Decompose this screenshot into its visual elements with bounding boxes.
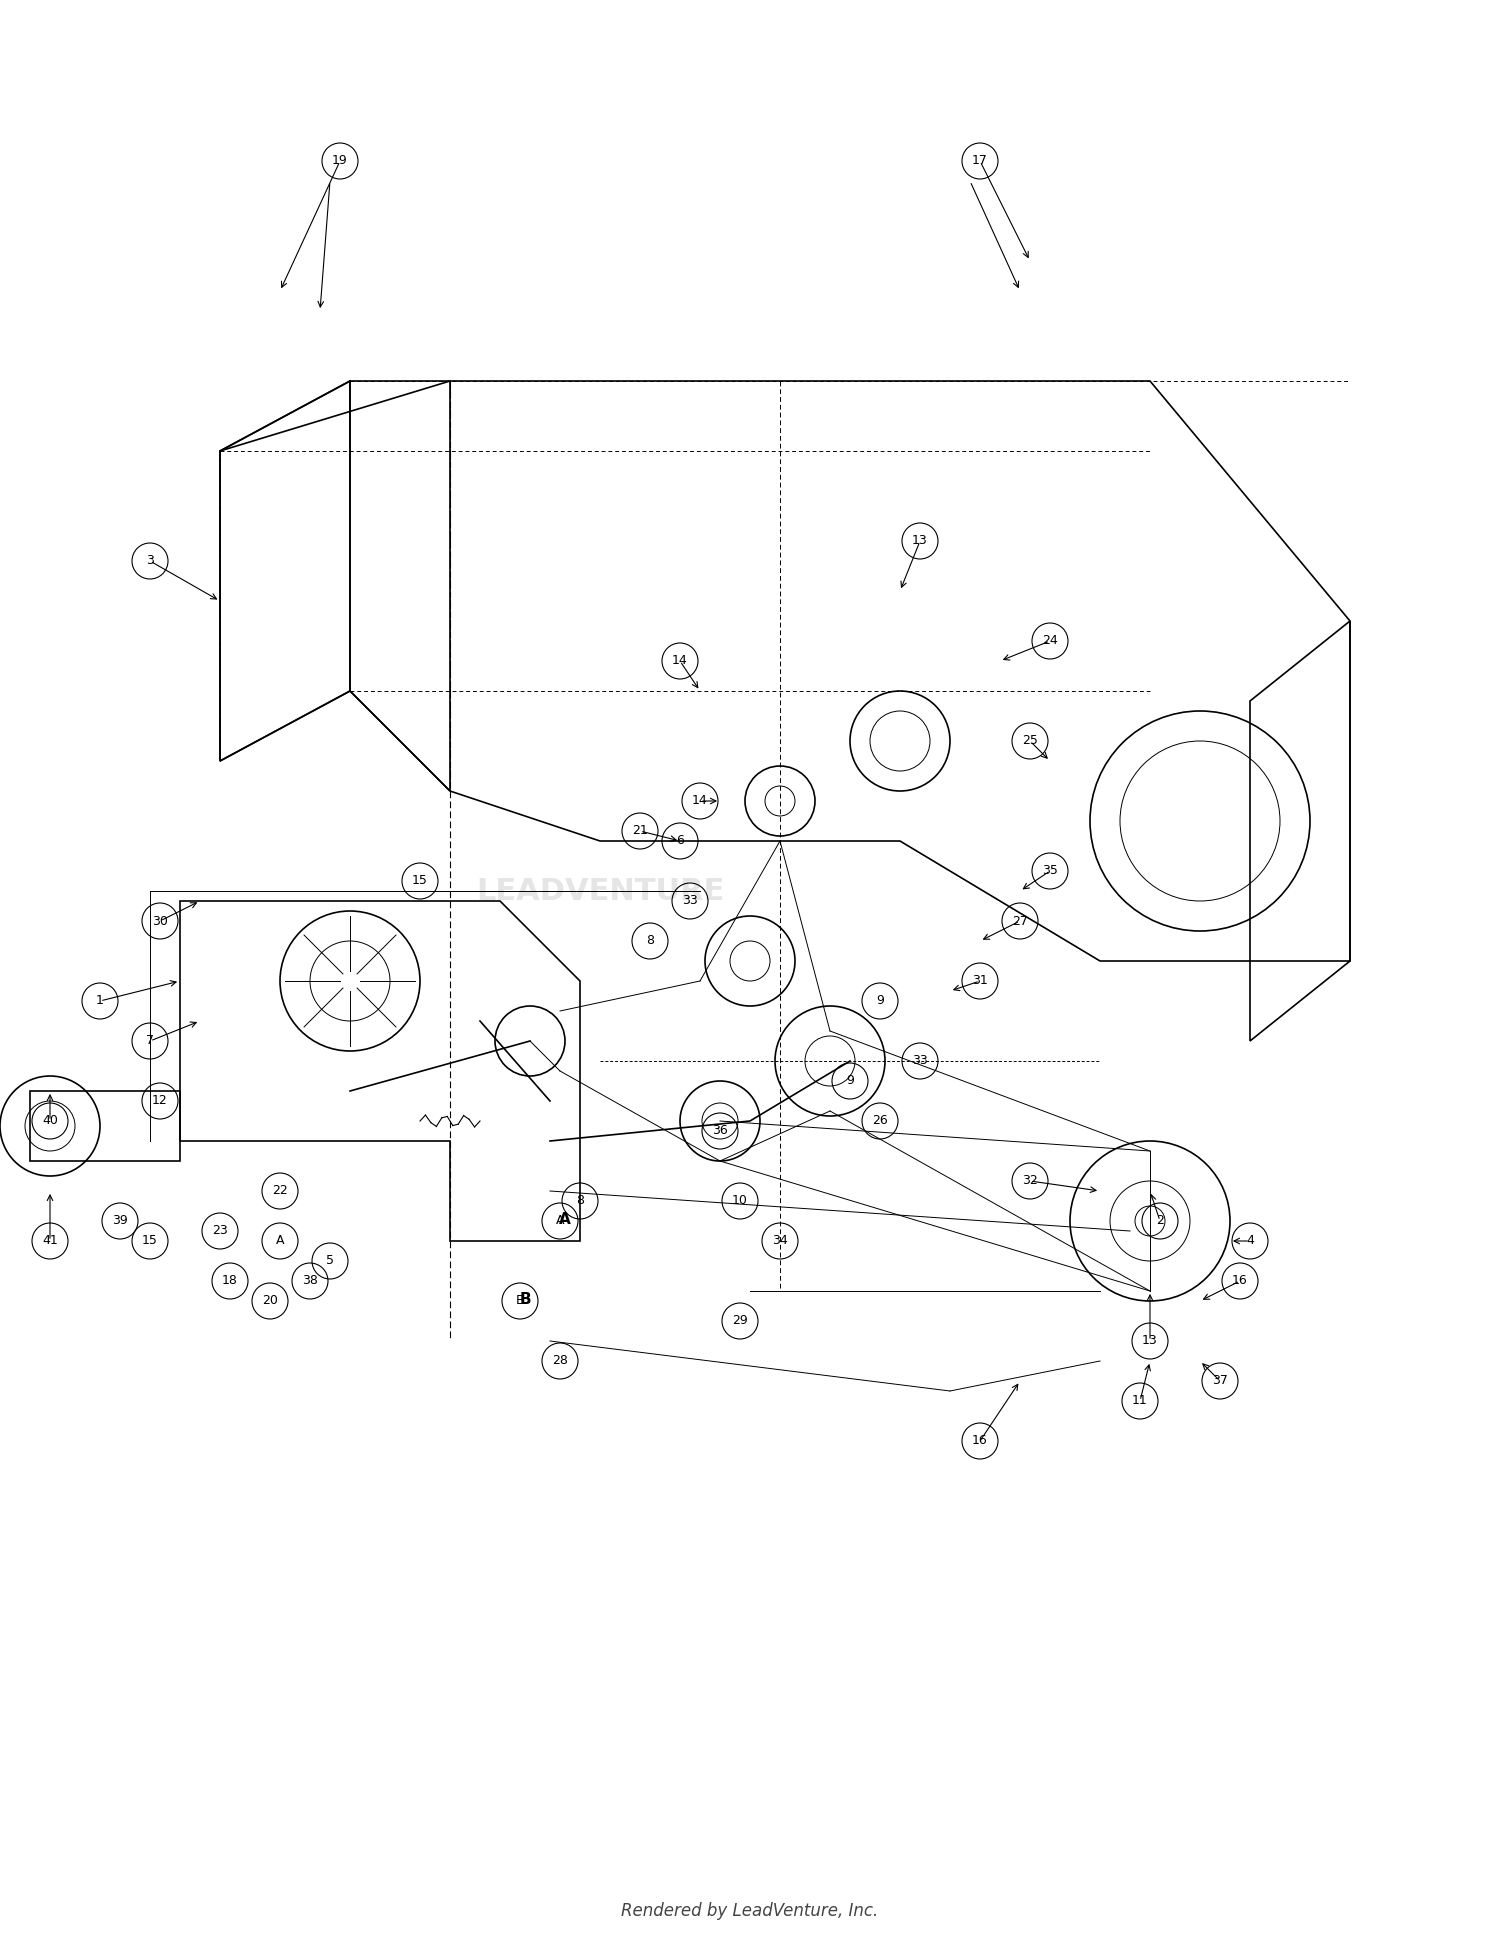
Text: 24: 24 bbox=[1042, 635, 1058, 648]
Text: A: A bbox=[276, 1234, 285, 1248]
Text: 36: 36 bbox=[712, 1124, 728, 1137]
Text: 23: 23 bbox=[211, 1225, 228, 1238]
Text: 39: 39 bbox=[112, 1215, 128, 1227]
Text: 5: 5 bbox=[326, 1254, 334, 1267]
Text: 21: 21 bbox=[632, 825, 648, 837]
Text: 41: 41 bbox=[42, 1234, 58, 1248]
Text: 15: 15 bbox=[142, 1234, 158, 1248]
Text: 28: 28 bbox=[552, 1355, 568, 1368]
Text: 1: 1 bbox=[96, 994, 104, 1007]
Text: 7: 7 bbox=[146, 1035, 154, 1048]
Text: 37: 37 bbox=[1212, 1374, 1228, 1388]
Text: 40: 40 bbox=[42, 1114, 58, 1128]
Text: B: B bbox=[516, 1295, 525, 1308]
Text: 14: 14 bbox=[672, 654, 688, 668]
Text: 33: 33 bbox=[912, 1054, 928, 1068]
Text: 35: 35 bbox=[1042, 864, 1058, 877]
Text: 13: 13 bbox=[912, 534, 928, 547]
Text: 8: 8 bbox=[646, 934, 654, 947]
Text: 11: 11 bbox=[1132, 1394, 1148, 1407]
Text: 2: 2 bbox=[1156, 1215, 1164, 1227]
Text: 3: 3 bbox=[146, 555, 154, 567]
Text: 16: 16 bbox=[972, 1434, 988, 1448]
Text: 29: 29 bbox=[732, 1314, 748, 1328]
Text: 15: 15 bbox=[413, 875, 428, 887]
Text: 9: 9 bbox=[846, 1075, 853, 1087]
Text: B: B bbox=[519, 1291, 531, 1306]
Text: 4: 4 bbox=[1246, 1234, 1254, 1248]
Text: 13: 13 bbox=[1142, 1335, 1158, 1347]
Text: Rendered by LeadVenture, Inc.: Rendered by LeadVenture, Inc. bbox=[621, 1902, 879, 1920]
Text: 12: 12 bbox=[152, 1095, 168, 1108]
Text: 31: 31 bbox=[972, 974, 988, 988]
Text: 8: 8 bbox=[576, 1194, 584, 1207]
Text: LEADVENTURE: LEADVENTURE bbox=[476, 877, 724, 906]
Text: 30: 30 bbox=[152, 914, 168, 928]
Text: 14: 14 bbox=[692, 794, 708, 807]
Text: A: A bbox=[555, 1215, 564, 1227]
Text: 10: 10 bbox=[732, 1194, 748, 1207]
Text: 25: 25 bbox=[1022, 734, 1038, 747]
Text: A: A bbox=[560, 1211, 572, 1227]
Text: 9: 9 bbox=[876, 994, 884, 1007]
Text: 32: 32 bbox=[1022, 1174, 1038, 1188]
Text: 16: 16 bbox=[1232, 1275, 1248, 1287]
Text: 6: 6 bbox=[676, 835, 684, 848]
Text: 33: 33 bbox=[682, 895, 698, 908]
Text: 27: 27 bbox=[1013, 914, 1028, 928]
Text: 17: 17 bbox=[972, 155, 988, 167]
Text: 19: 19 bbox=[332, 155, 348, 167]
Text: 26: 26 bbox=[871, 1114, 888, 1128]
Text: 18: 18 bbox=[222, 1275, 238, 1287]
Text: 38: 38 bbox=[302, 1275, 318, 1287]
Text: 22: 22 bbox=[272, 1184, 288, 1198]
Text: 34: 34 bbox=[772, 1234, 788, 1248]
Text: 20: 20 bbox=[262, 1295, 278, 1308]
